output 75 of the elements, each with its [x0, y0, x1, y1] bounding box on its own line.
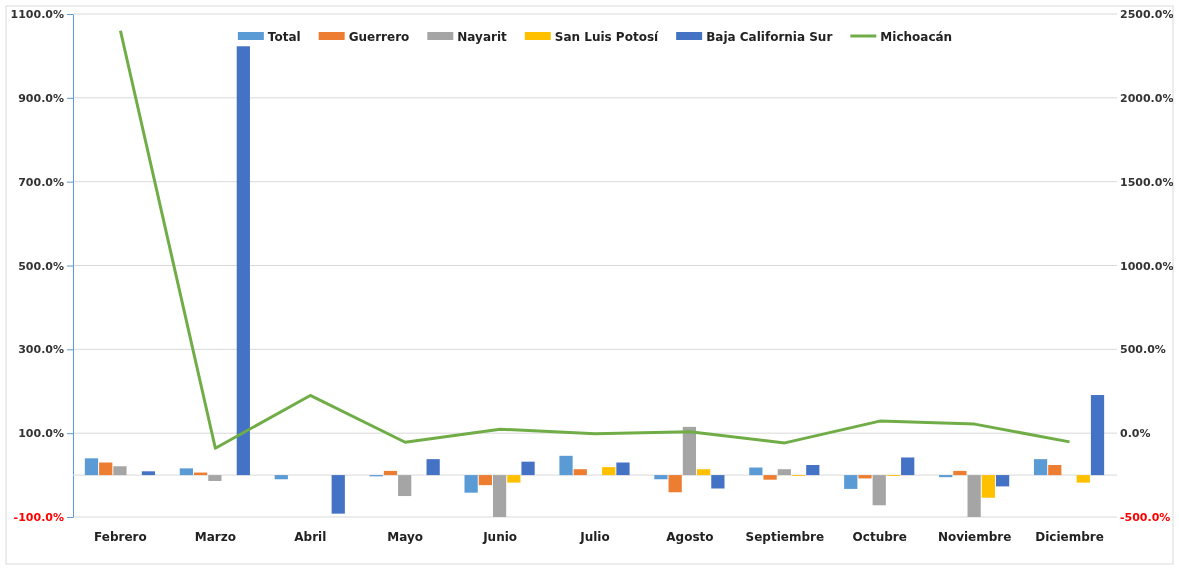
bar: [492, 475, 507, 517]
bar: [573, 469, 587, 476]
bar: [141, 471, 156, 476]
bar: [464, 475, 478, 493]
x-tick-label: Septiembre: [745, 530, 825, 544]
bar: [113, 466, 127, 476]
bar: [1090, 395, 1105, 476]
x-tick-label: Mayo: [387, 530, 424, 544]
bar: [99, 462, 113, 476]
y-tick-label: 1100.0%: [10, 8, 64, 22]
y2-tick-label: 0.0%: [1120, 427, 1151, 441]
bar: [1048, 465, 1062, 476]
bar: [507, 475, 521, 483]
legend-label: Michoacán: [880, 30, 953, 44]
bar: [1076, 475, 1090, 483]
bar: [208, 475, 222, 481]
bar: [236, 46, 250, 476]
bar: [844, 475, 858, 489]
x-tick-label: Octubre: [852, 530, 907, 544]
bar: [749, 467, 763, 476]
y2-tick-label: 500.0%: [1120, 343, 1166, 357]
y2-tick-label: 2500.0%: [1120, 8, 1174, 22]
bar: [426, 459, 440, 476]
bar: [858, 475, 872, 479]
bar: [777, 469, 791, 476]
bar: [179, 468, 194, 476]
x-tick-label: Febrero: [94, 530, 147, 544]
bar: [697, 469, 711, 476]
y-tick-label: 100.0%: [18, 427, 64, 441]
bar: [398, 475, 412, 497]
bar: [995, 475, 1010, 487]
y2-tick-label: -500.0%: [1120, 511, 1171, 525]
x-tick-label: Agosto: [666, 530, 714, 544]
bar: [616, 462, 630, 476]
bar: [953, 470, 967, 476]
bar: [478, 475, 492, 486]
bar: [981, 475, 995, 498]
bar: [654, 475, 668, 480]
y-tick-label: 300.0%: [18, 343, 64, 357]
y-tick-label: 500.0%: [18, 259, 64, 273]
bar: [274, 475, 288, 480]
bar: [559, 455, 573, 476]
bar: [331, 475, 345, 514]
bar: [84, 458, 99, 476]
bar: [939, 475, 953, 478]
legend-label: Guerrero: [348, 30, 410, 44]
bar: [1033, 459, 1048, 476]
bar: [383, 470, 398, 476]
bar: [967, 475, 981, 517]
bar: [602, 467, 616, 476]
bar: [763, 475, 777, 480]
y2-tick-label: 1000.0%: [1120, 259, 1174, 273]
bar: [682, 426, 697, 476]
line-series: [118, 29, 1072, 450]
bar: [668, 475, 682, 493]
y-tick-label: 700.0%: [18, 175, 64, 189]
x-tick-label: Diciembre: [1035, 530, 1104, 544]
legend-label: Baja California Sur: [706, 30, 833, 44]
bar: [901, 457, 915, 476]
legend-label: Total: [267, 30, 301, 44]
bar: [872, 475, 886, 506]
legend-label: Nayarit: [457, 30, 508, 44]
x-tick-label: Noviembre: [937, 530, 1012, 544]
x-tick-label: Marzo: [194, 530, 236, 544]
bar: [711, 475, 725, 489]
bar: [521, 461, 535, 476]
x-tick-label: Julio: [579, 530, 610, 544]
x-tick-label: Junio: [482, 530, 518, 544]
x-tick-label: Abril: [294, 530, 327, 544]
bar: [806, 465, 820, 476]
y2-tick-label: 2000.0%: [1120, 91, 1174, 105]
y-tick-label: 900.0%: [18, 91, 64, 105]
legend-label: San Luis Potosí: [554, 30, 660, 44]
y2-tick-label: 1500.0%: [1120, 175, 1174, 189]
y-tick-label: -100.0%: [13, 511, 64, 525]
